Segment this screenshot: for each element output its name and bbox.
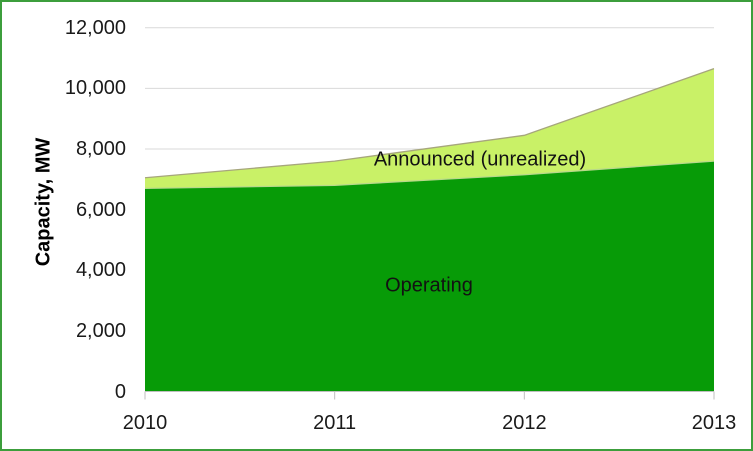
series-label-announced: Announced (unrealized) xyxy=(373,148,587,171)
y-tick-label: 0 xyxy=(114,380,126,403)
y-tick-label: 4,000 xyxy=(75,259,126,282)
y-tick-label: 8,000 xyxy=(75,137,126,160)
area-edge xyxy=(144,160,715,190)
y-tick-label: 2,000 xyxy=(75,319,126,342)
series-label-operating: Operating xyxy=(385,274,473,297)
y-tick-label: 10,000 xyxy=(64,77,126,100)
y-tick-label: 12,000 xyxy=(64,16,126,39)
x-tick-label: 2011 xyxy=(313,412,357,434)
y-tick-label: 6,000 xyxy=(75,198,126,221)
x-tick-label: 2010 xyxy=(122,412,168,434)
x-tick-label: 2012 xyxy=(502,412,547,434)
x-tick-label: 2013 xyxy=(691,412,737,434)
area-operating xyxy=(145,161,714,392)
area-edge xyxy=(144,68,715,179)
